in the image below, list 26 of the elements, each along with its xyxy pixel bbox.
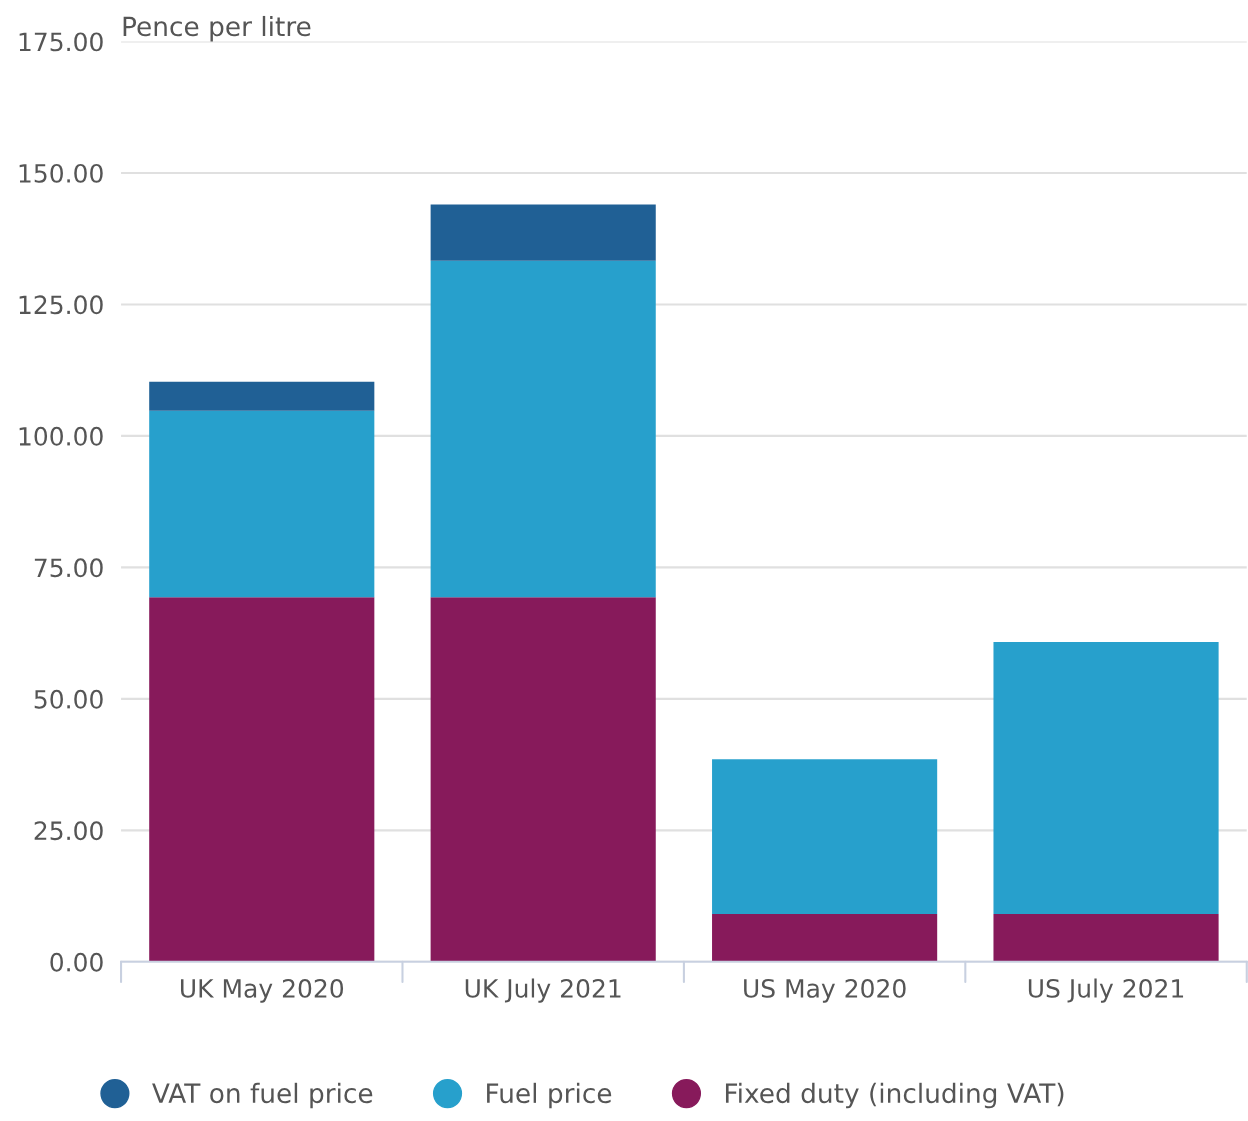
bar bbox=[993, 642, 1219, 914]
x-tick-label: US May 2020 bbox=[744, 978, 906, 1003]
bar bbox=[712, 913, 938, 962]
bar bbox=[993, 913, 1219, 962]
legend-label: Fixed duty (including VAT) bbox=[725, 1082, 1064, 1109]
y-tick-label: 150.00 bbox=[19, 163, 103, 183]
bar bbox=[149, 381, 375, 411]
bar bbox=[430, 597, 656, 962]
legend-label: VAT on fuel price bbox=[152, 1082, 373, 1109]
y-axis-title: Pence per litre bbox=[123, 15, 311, 42]
y-tick-label: 50.00 bbox=[34, 689, 103, 709]
y-tick-label: 100.00 bbox=[19, 426, 103, 446]
bar bbox=[430, 260, 656, 598]
bar bbox=[712, 759, 938, 914]
x-tick-label: UK May 2020 bbox=[180, 978, 344, 1003]
y-tick-label: 25.00 bbox=[34, 821, 103, 841]
bar bbox=[430, 204, 656, 261]
legend-label: Fuel price bbox=[487, 1082, 612, 1109]
y-tick-label: 75.00 bbox=[34, 558, 103, 578]
y-tick-label: 0.00 bbox=[50, 952, 103, 972]
y-tick-label: 125.00 bbox=[19, 295, 103, 315]
bar bbox=[149, 597, 375, 962]
x-tick-label: US July 2021 bbox=[1028, 978, 1184, 1003]
x-tick-label: UK July 2021 bbox=[465, 978, 621, 1003]
bar bbox=[149, 410, 375, 598]
y-tick-label: 175.00 bbox=[19, 32, 103, 52]
